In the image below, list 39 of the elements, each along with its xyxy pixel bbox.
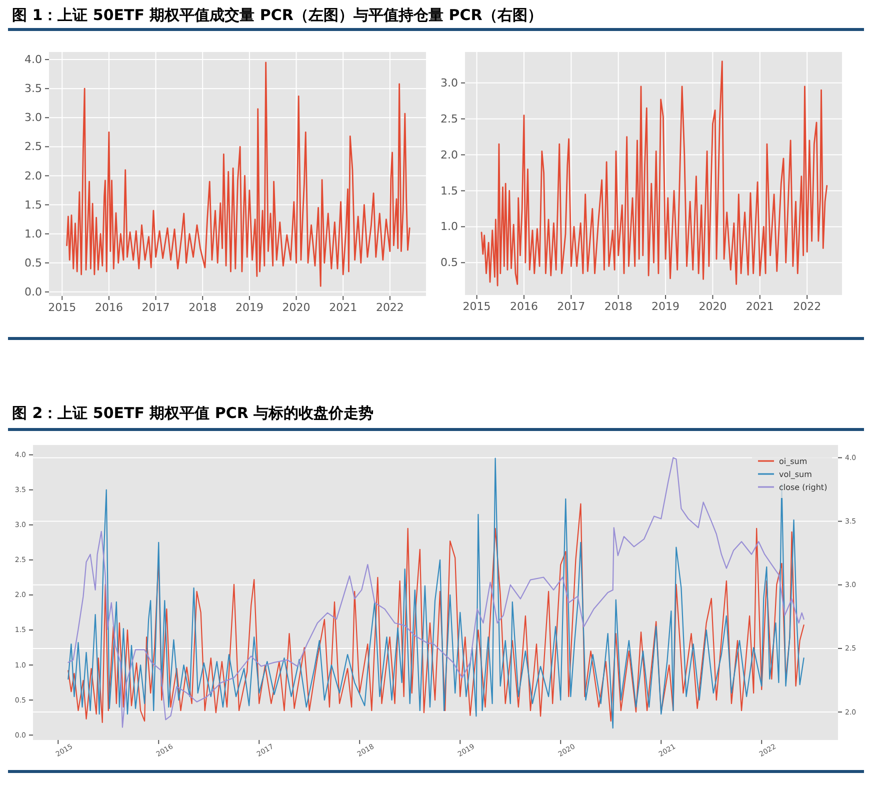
x-tick-label: 2018: [604, 300, 632, 313]
x-tick-label: 2022: [376, 300, 404, 314]
x-tick-label: 2020: [698, 300, 727, 313]
y-tick-label: 3.0: [440, 76, 458, 90]
y-tick-label: 1.5: [440, 184, 458, 198]
line-series: [480, 60, 828, 286]
x-tick-label: 2017: [557, 300, 586, 313]
x-tick-label: 2019: [652, 300, 680, 313]
x-tick-label: 2015: [48, 300, 76, 314]
x-tick-label: 2017: [142, 300, 170, 314]
y-tick-label: 0.0: [24, 285, 42, 298]
x-tick-label: 2018: [188, 300, 217, 314]
y-tick-label: 2.0: [440, 148, 458, 162]
x-tick-label: 2020: [282, 300, 310, 314]
legend-label: vol_sum: [779, 470, 812, 479]
x-tick-label: 2021: [746, 300, 774, 313]
y-tick-label: 0.5: [24, 256, 42, 270]
chart-title: 图 1：上证 50ETF 期权平值成交量 PCR（左图）与平值持仓量 PCR（右图）: [12, 6, 542, 24]
x-tick-label: 2016: [94, 300, 123, 314]
y-tick-label: 2.0: [24, 169, 42, 182]
chart-title: 图 2：上证 50ETF 期权平值 PCR 与标的收盘价走势: [12, 404, 374, 422]
y-tick-label: 1.5: [24, 198, 42, 212]
y-tick-label: 4.0: [24, 53, 42, 66]
y-tick-label: 2.5: [24, 140, 42, 154]
y-tick-label: 1.0: [440, 220, 458, 234]
x-tick-label: 2021: [329, 300, 358, 314]
legend-label: oi_sum: [779, 457, 808, 466]
x-tick-label: 2019: [235, 300, 264, 314]
legend-label: close (right): [779, 483, 828, 492]
y-tick-label: 2.5: [440, 112, 458, 126]
y-tick-label: 3.5: [24, 82, 42, 96]
x-tick-label: 2016: [510, 300, 538, 313]
y-tick-label: 3.0: [24, 111, 42, 124]
x-tick-label: 2015: [462, 300, 491, 313]
y-tick-label: 0.5: [440, 256, 458, 270]
y-tick-label: 1.0: [24, 227, 42, 240]
line-series: [68, 503, 804, 724]
line-series: [66, 62, 410, 287]
x-tick-label: 2022: [793, 300, 822, 313]
